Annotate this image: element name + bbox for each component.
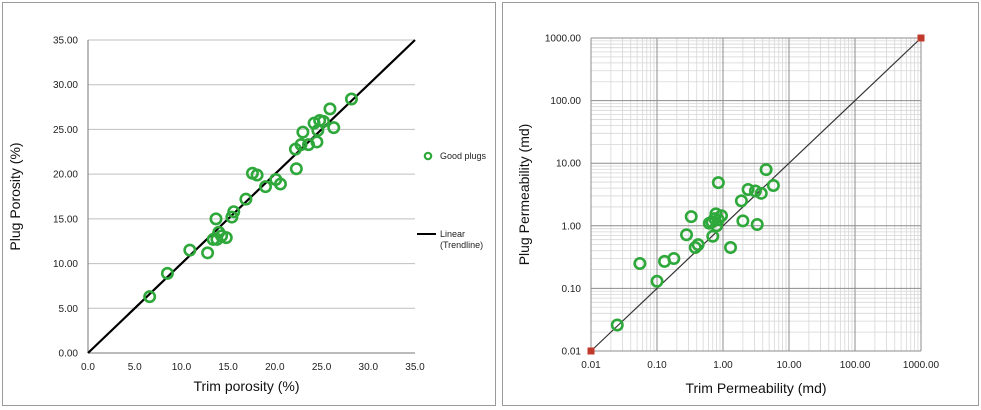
legend-label-good-plugs: Good plugs [440,151,487,161]
x-tick-label: 0.01 [581,360,601,371]
data-point [667,252,681,266]
data-point [294,138,308,152]
data-point [750,217,764,231]
data-point [219,231,233,245]
data-point [183,243,197,257]
data-point [259,180,273,194]
y-tick-label: 1.00 [562,221,582,232]
x-tick-label: 0.10 [647,360,667,371]
data-point [724,241,738,255]
x-tick-label: 10.00 [776,360,801,371]
y-tick-label: 0.01 [562,347,582,358]
data-point [710,219,724,233]
x-tick-label: 20.0 [265,362,285,373]
data-point [296,125,310,139]
y-tick-label: 25.00 [53,125,78,136]
data-point [201,246,215,260]
permeability-chart: 0.01 0.10 1.00 10.00 100.00 1000.00 0.01 0.10 1.… [516,34,940,397]
y-tick-label: 30.00 [53,80,78,91]
unity-line-endpoint [917,34,925,42]
porosity-chart: 0.00 5.00 10.00 15.00 20.00 25.00 30.00 35.00 0.… [7,36,487,395]
x-tick-label: 100.00 [840,360,871,371]
data-point [711,176,725,190]
x-tick-label: 0.0 [81,362,95,373]
data-point [289,162,303,176]
legend-label-trendline: Linear (Trendline) [440,229,483,250]
data-point [759,163,773,177]
y-tick-label: 0.00 [59,349,79,360]
data-point [715,209,729,223]
data-point [250,168,264,182]
data-point [316,114,330,128]
data-point [684,210,698,224]
x-tick-label: 15.0 [218,362,238,373]
data-point [741,183,755,197]
data-point [273,177,287,191]
data-point [688,241,702,255]
data-point [323,102,337,116]
y-tick-label: 15.00 [53,214,78,225]
data-point [736,214,750,228]
y-tick-label: 20.00 [53,170,78,181]
y-tick-label: 100.00 [550,96,581,107]
data-point [327,121,341,135]
data-point [650,274,664,288]
data-point [691,238,705,252]
y-tick-label: 10.00 [53,259,78,270]
data-point [734,194,748,208]
porosity-chart-panel: 0.00 5.00 10.00 15.00 20.00 25.00 30.00 35.00 0.… [2,2,496,406]
x-tick-label: 10.0 [172,362,192,373]
y-tick-label: 0.10 [562,284,582,295]
y-tick-label: 35.00 [53,36,78,47]
y-tick-label: 5.00 [59,304,79,315]
y-axis-title: Plug Permeability (md) [516,124,532,266]
y-axis-title: Plug Porosity (%) [7,142,23,250]
data-point [610,318,624,332]
x-tick-label: 1.00 [713,360,733,371]
permeability-chart-panel: 0.01 0.10 1.00 10.00 100.00 1000.00 0.01 0.10 1.… [502,2,979,406]
data-point [143,290,157,304]
data-point [680,228,694,242]
unity-line-endpoint [587,347,595,355]
data-point [633,256,647,270]
x-tick-label: 35.0 [405,362,425,373]
data-point [344,92,358,106]
x-tick-label: 5.0 [128,362,142,373]
data-point [766,179,780,193]
data-point [239,192,253,206]
x-tick-label: 30.0 [359,362,379,373]
legend-marker-good-plugs [423,151,433,161]
data-point [706,229,720,243]
data-point [160,266,174,280]
y-tick-label: 1000.00 [545,34,582,45]
data-point [227,205,241,219]
x-axis-title: Trim porosity (%) [193,378,299,394]
data-point [209,212,223,226]
x-tick-label: 25.0 [312,362,332,373]
x-tick-label: 1000.00 [903,360,940,371]
data-point [754,186,768,200]
x-axis-title: Trim Permeability (md) [685,380,826,396]
y-tick-label: 10.00 [556,159,581,170]
